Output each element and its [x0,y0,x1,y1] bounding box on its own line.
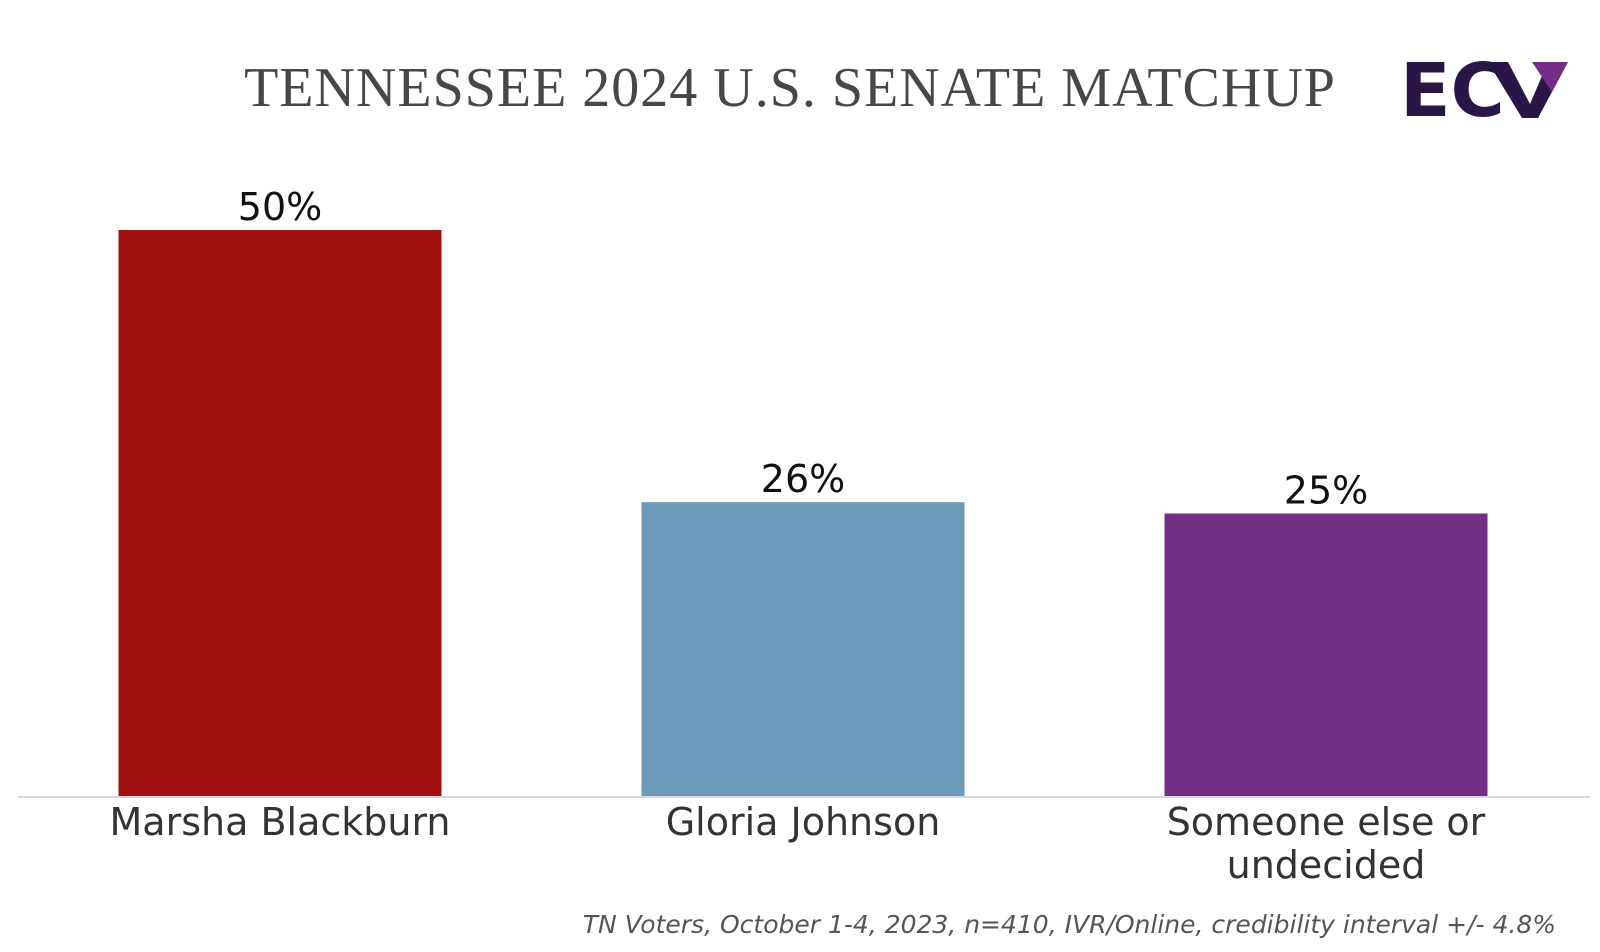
category-label-1: Gloria Johnson [666,800,941,844]
category-labels-group: Marsha Blackburn Gloria Johnson Someone el… [110,800,1486,887]
category-label-2: Someone else or undecided [1167,800,1486,887]
value-label-1: 26% [761,457,845,501]
category-label-0: Marsha Blackburn [110,800,451,844]
chart-title: TENNESSEE 2024 U.S. SENATE MATCHUP [244,57,1336,119]
value-label-0: 50% [238,185,322,229]
bar-2 [1164,513,1488,797]
value-labels-group: 50% 26% 25% [238,185,1368,513]
bar-1 [641,502,965,797]
checkmark-icon [1488,62,1568,118]
ecp-logo: EC [1400,48,1568,134]
footnote: TN Voters, October 1-4, 2023, n=410, IVR… [583,910,1556,939]
value-label-2: 25% [1284,469,1368,513]
bar-0 [118,230,442,797]
logo-text: EC [1400,48,1505,134]
bars-group [118,230,1488,797]
